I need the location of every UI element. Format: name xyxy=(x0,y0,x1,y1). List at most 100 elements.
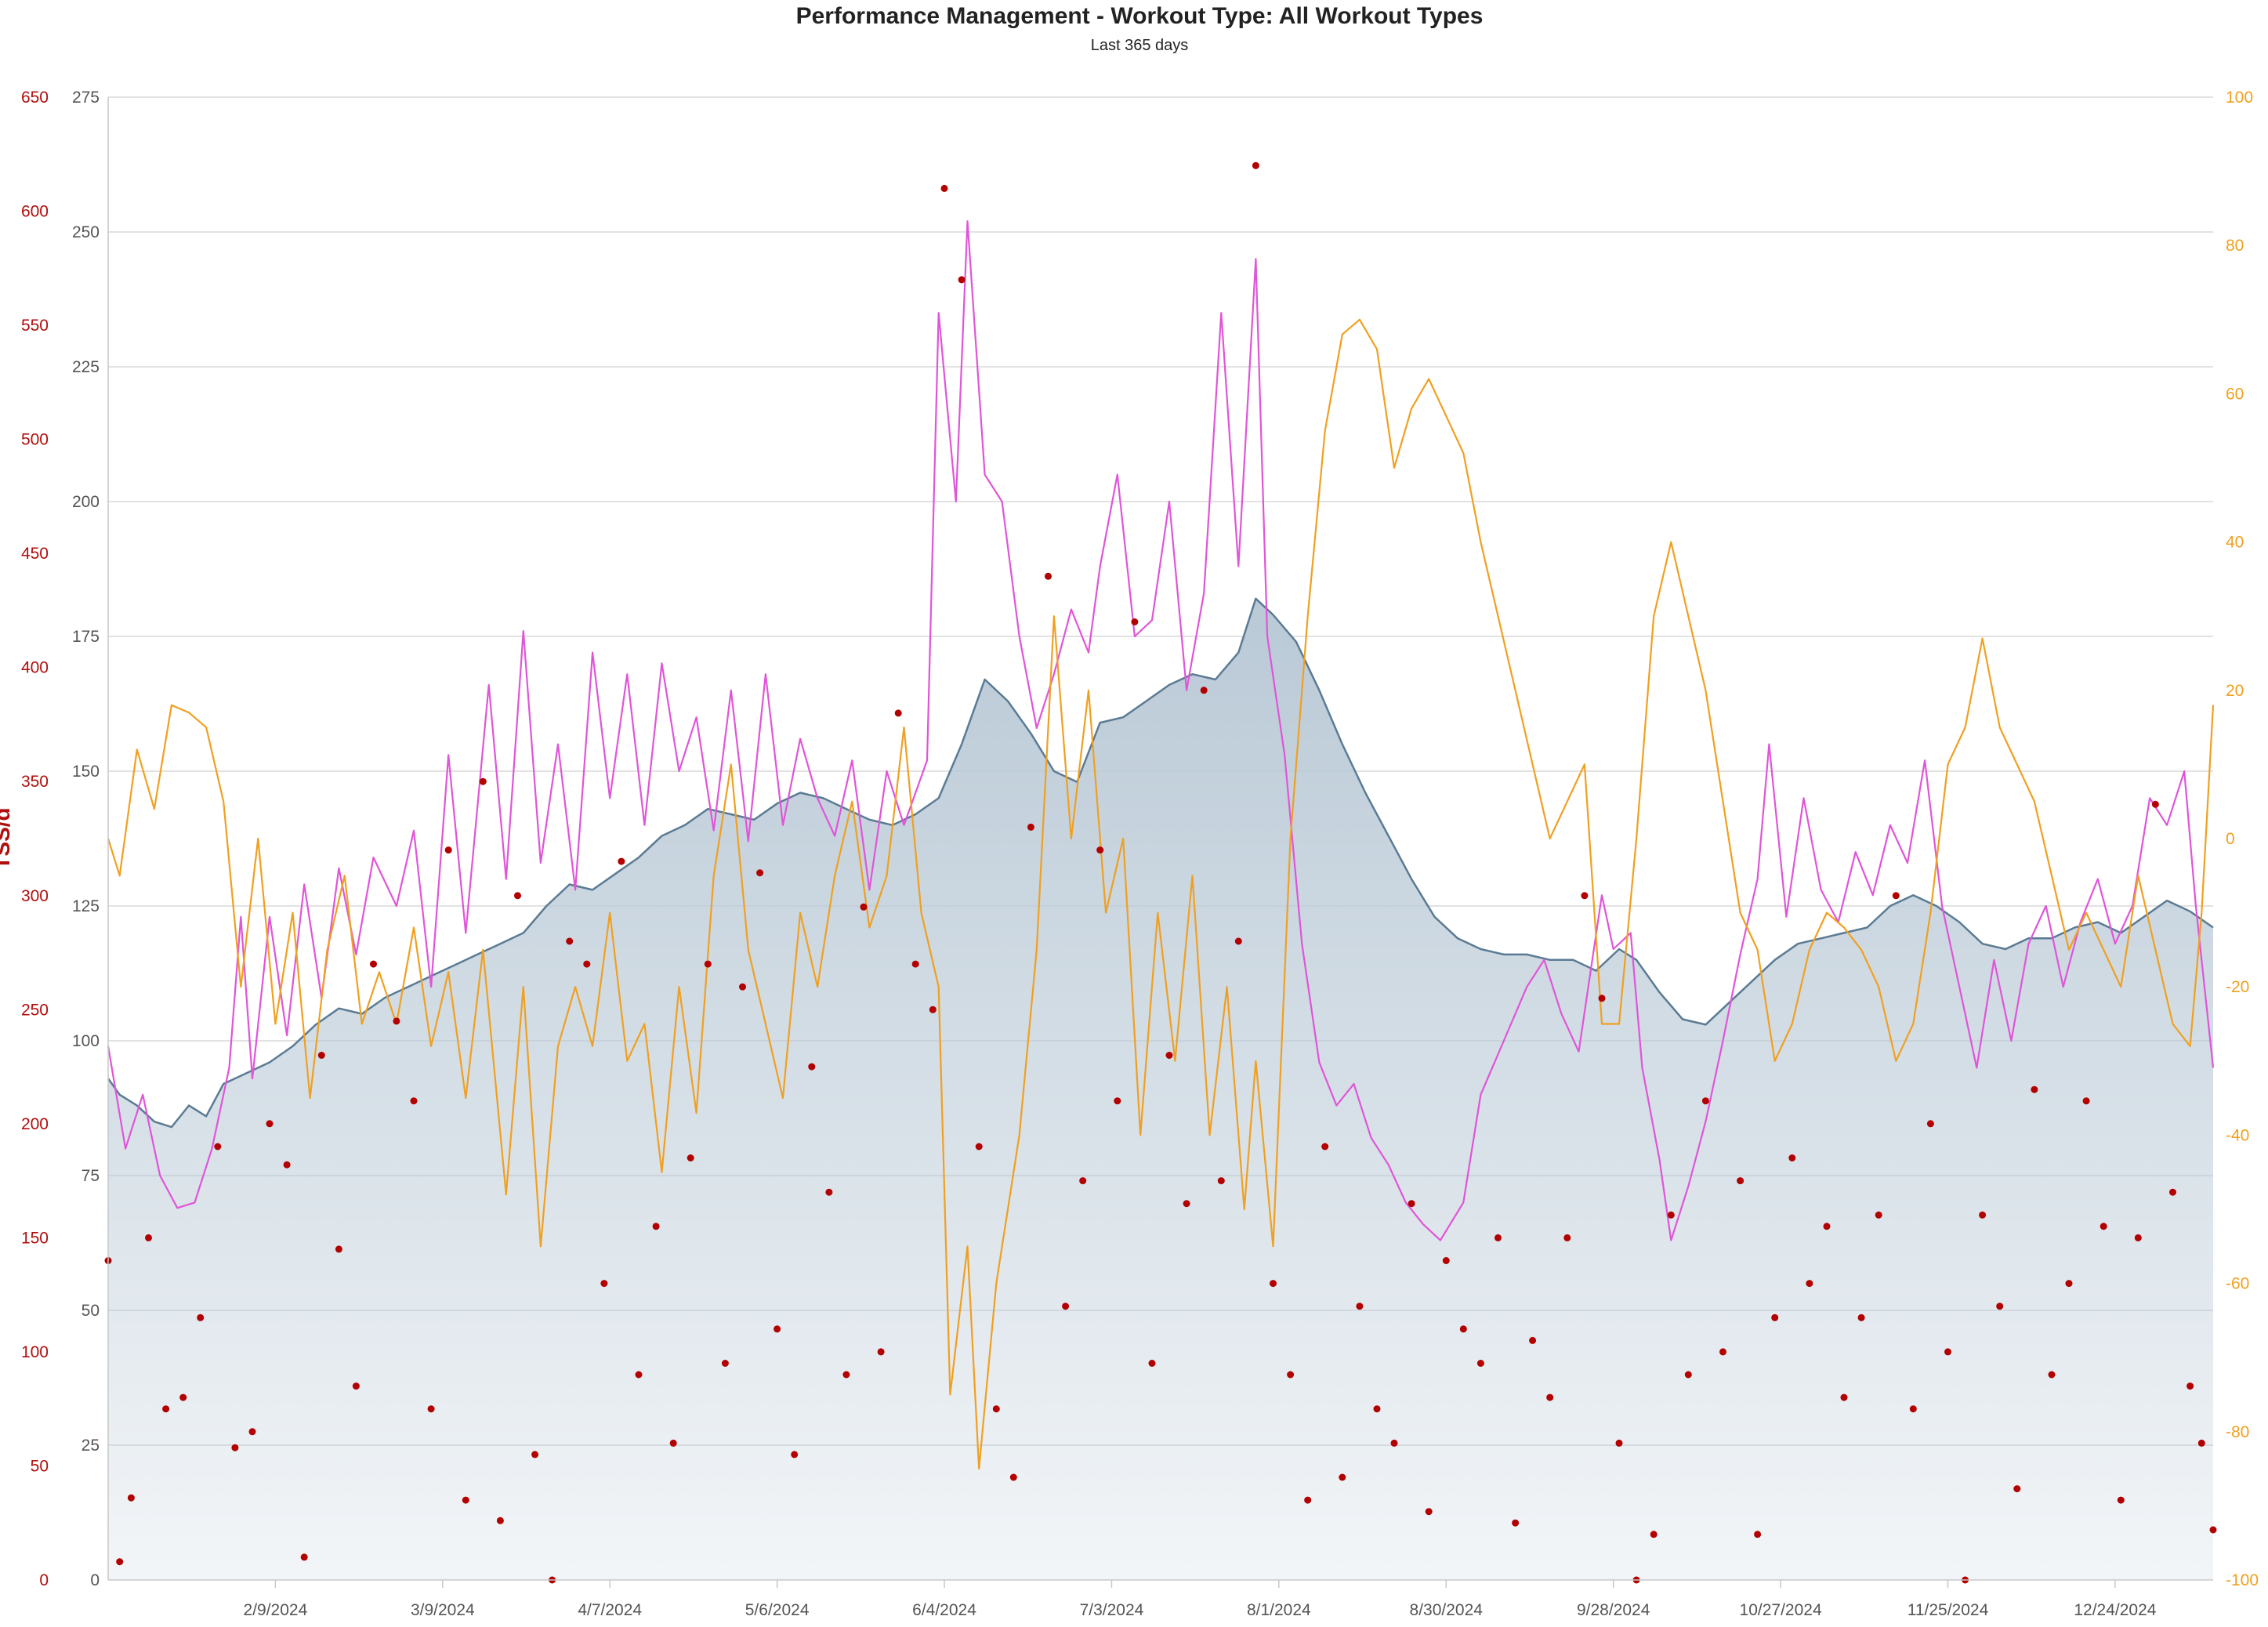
tss-point xyxy=(335,1245,342,1253)
tss-point xyxy=(1045,572,1052,580)
tss-point xyxy=(1926,1120,1934,1128)
tss-point xyxy=(1252,161,1259,169)
tss-point xyxy=(1909,1405,1917,1413)
left-inner-tick-label: 0 xyxy=(90,1571,100,1589)
tss-point xyxy=(427,1405,435,1413)
tss-point xyxy=(1546,1393,1554,1401)
fitness-area-fill xyxy=(108,598,2213,1580)
tss-point xyxy=(1096,846,1104,854)
tss-point xyxy=(2082,1097,2090,1105)
tss-point xyxy=(116,1558,124,1566)
tss-point xyxy=(1373,1405,1381,1413)
tss-point xyxy=(2197,1439,2205,1447)
tss-point xyxy=(266,1120,274,1128)
tss-point xyxy=(2209,1526,2217,1534)
tss-point xyxy=(566,937,574,945)
tss-point xyxy=(1823,1223,1831,1230)
left-inner-tick-label: 125 xyxy=(72,897,100,915)
tss-point xyxy=(635,1371,643,1379)
tss-point xyxy=(877,1348,885,1356)
right-tick-label: 20 xyxy=(2226,682,2244,700)
tss-point xyxy=(600,1280,608,1288)
tss-point xyxy=(975,1143,983,1150)
right-tick-label: -20 xyxy=(2226,978,2249,996)
form-line xyxy=(107,318,2215,1470)
tss-point xyxy=(1615,1439,1623,1447)
tss-point xyxy=(214,1143,222,1150)
tss-point xyxy=(860,903,868,911)
tss-point xyxy=(1027,823,1034,831)
tss-point xyxy=(808,1063,816,1071)
tss-point xyxy=(669,1439,677,1447)
tss-point xyxy=(352,1382,360,1390)
tss-point xyxy=(479,777,487,785)
tss-point xyxy=(1131,618,1139,625)
tss-point xyxy=(894,709,902,717)
tss-point xyxy=(1719,1348,1726,1356)
tss-point xyxy=(1009,1473,1017,1481)
tss-point xyxy=(1079,1177,1087,1185)
fitness-line xyxy=(107,597,2214,1129)
tss-point xyxy=(1598,995,1606,1002)
tss-point xyxy=(1270,1280,1277,1288)
tss-point xyxy=(1979,1211,1987,1219)
tss-point xyxy=(1563,1234,1571,1241)
tss-point xyxy=(300,1553,308,1561)
tss-point xyxy=(756,869,764,877)
left-inner-tick-label: 200 xyxy=(72,493,100,511)
right-tick-label: 40 xyxy=(2226,534,2244,552)
tss-point xyxy=(721,1360,729,1367)
left-outer-tick-label: 450 xyxy=(21,545,49,563)
tss-point xyxy=(283,1161,291,1169)
tss-point xyxy=(1737,1177,1744,1185)
tss-point xyxy=(410,1097,418,1105)
tss-point xyxy=(1114,1097,1121,1105)
left-inner-tick-label: 100 xyxy=(72,1032,100,1050)
left-outer-tick-label: 400 xyxy=(21,659,49,677)
right-tick-label: -60 xyxy=(2226,1275,2249,1293)
tss-point xyxy=(2151,800,2159,808)
chart-subtitle: Last 365 days xyxy=(1091,37,1189,54)
left-outer-axis-title: TSS/d xyxy=(0,807,14,869)
tss-point xyxy=(992,1405,1000,1413)
fitness-area xyxy=(108,598,2213,1580)
tss-point xyxy=(2048,1371,2056,1379)
left-outer-tick-label: 0 xyxy=(39,1571,49,1589)
tss-point xyxy=(1494,1234,1502,1241)
tick-labels: 0501001502002503003504004505005506006500… xyxy=(21,89,2259,1619)
tss-point xyxy=(1287,1371,1295,1379)
left-outer-tick-label: 150 xyxy=(21,1229,49,1247)
left-outer-tick-label: 100 xyxy=(21,1343,49,1361)
tss-point xyxy=(462,1496,469,1504)
x-tick-label: 4/7/2024 xyxy=(578,1601,642,1619)
tss-point xyxy=(496,1516,504,1524)
tss-point xyxy=(1684,1371,1692,1379)
tss-point xyxy=(929,1006,937,1013)
tss-point xyxy=(2169,1188,2176,1196)
left-inner-tick-label: 225 xyxy=(72,358,100,376)
tss-point xyxy=(1581,892,1589,900)
x-tick-label: 6/4/2024 xyxy=(912,1601,976,1619)
tss-point xyxy=(1356,1303,1364,1310)
tss-point xyxy=(1944,1348,1951,1356)
tss-point xyxy=(2013,1485,2021,1493)
tss-point xyxy=(1321,1143,1329,1150)
left-inner-tick-label: 150 xyxy=(72,763,100,781)
x-tick-label: 11/25/2024 xyxy=(1908,1601,1989,1619)
chart-title: Performance Management - Workout Type: A… xyxy=(796,3,1484,29)
tss-point xyxy=(393,1017,400,1025)
tss-point xyxy=(1857,1314,1865,1321)
left-inner-tick-label: 275 xyxy=(72,89,100,107)
x-tick-label: 5/6/2024 xyxy=(745,1601,810,1619)
tss-point xyxy=(1806,1280,1813,1288)
tss-point xyxy=(248,1428,256,1436)
tss-point xyxy=(791,1451,799,1459)
tss-point xyxy=(704,960,712,968)
tss-point xyxy=(1476,1360,1484,1367)
tss-point xyxy=(531,1451,539,1459)
tss-point xyxy=(1650,1531,1658,1538)
tss-point xyxy=(1529,1336,1537,1344)
tss-point xyxy=(1200,687,1208,694)
tss-point xyxy=(1892,892,1900,900)
